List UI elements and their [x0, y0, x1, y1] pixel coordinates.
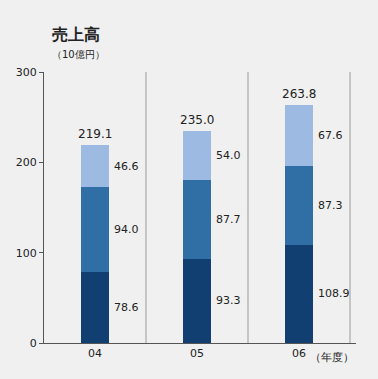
svg-text:04: 04: [88, 347, 102, 360]
svg-text:78.6: 78.6: [114, 301, 139, 314]
svg-text:87.3: 87.3: [318, 199, 343, 212]
svg-text:235.0: 235.0: [180, 113, 214, 127]
svg-text:売上高: 売上高: [52, 25, 100, 44]
svg-text:87.7: 87.7: [216, 213, 241, 226]
svg-text:46.6: 46.6: [114, 160, 139, 173]
svg-text:（10億円）: （10億円）: [52, 49, 105, 60]
svg-text:263.8: 263.8: [282, 87, 316, 101]
svg-text:93.3: 93.3: [216, 294, 241, 307]
svg-text:（年度）: （年度）: [310, 351, 354, 364]
svg-text:200: 200: [16, 156, 37, 169]
svg-text:94.0: 94.0: [114, 223, 139, 236]
svg-text:100: 100: [16, 247, 37, 260]
svg-text:219.1: 219.1: [78, 127, 112, 141]
svg-text:67.6: 67.6: [318, 129, 343, 142]
svg-text:0: 0: [30, 337, 37, 350]
svg-text:05: 05: [190, 347, 204, 360]
svg-text:108.9: 108.9: [318, 287, 350, 300]
svg-text:06: 06: [292, 347, 306, 360]
svg-text:54.0: 54.0: [216, 149, 241, 162]
svg-text:300: 300: [16, 66, 37, 79]
